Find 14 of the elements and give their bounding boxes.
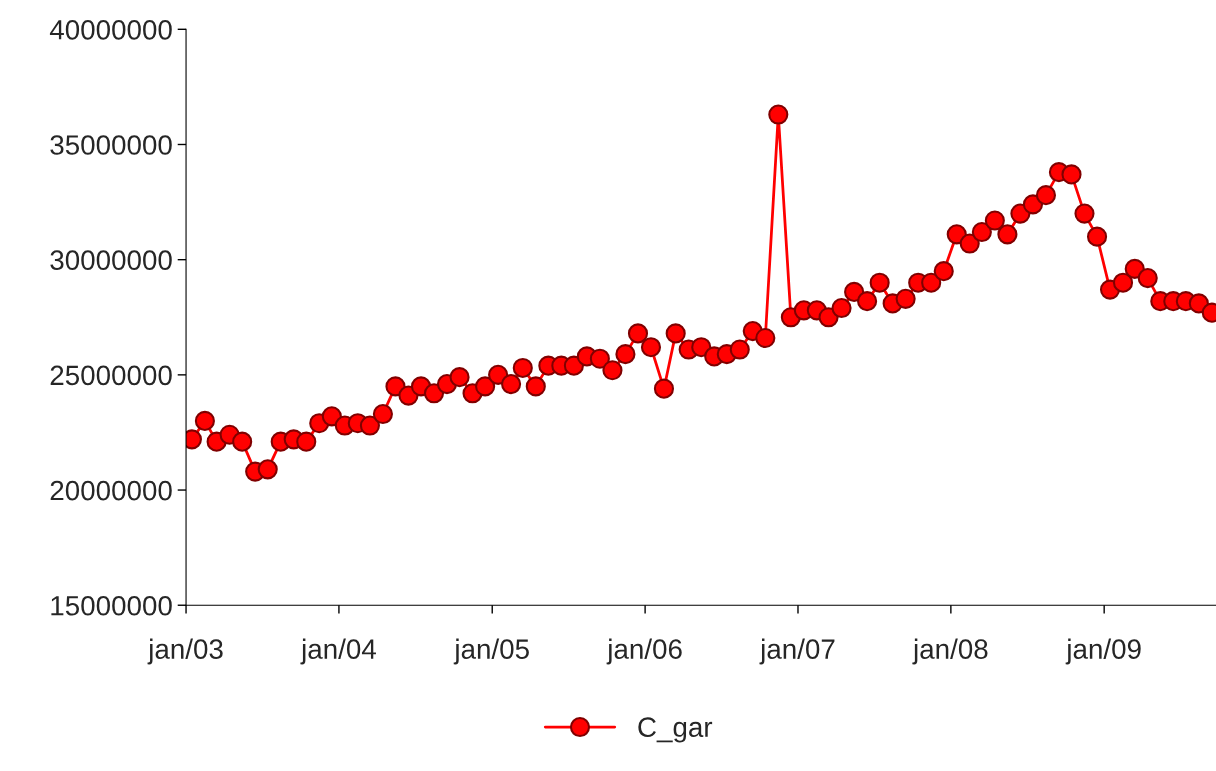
legend-label: C_gar: [638, 717, 713, 743]
y-tick-label: 30000000: [50, 250, 172, 271]
x-tick-label: jan/03: [147, 638, 223, 665]
y-tick-label: 20000000: [50, 480, 172, 501]
x-tick-label: jan/08: [912, 638, 988, 665]
x-tick-label: jan/09: [1065, 638, 1141, 665]
x-tick-label: jan/05: [453, 638, 529, 665]
x-tick-label: jan/04: [300, 638, 376, 665]
x-tick-label: jan/06: [606, 638, 682, 665]
y-tick-label: 15000000: [51, 595, 172, 616]
y-tick-label: 25000000: [50, 365, 172, 386]
y-tick-label: 35000000: [50, 135, 172, 155]
y-tick-label: 40000000: [49, 19, 172, 40]
x-tick-label: jan/07: [759, 638, 835, 665]
